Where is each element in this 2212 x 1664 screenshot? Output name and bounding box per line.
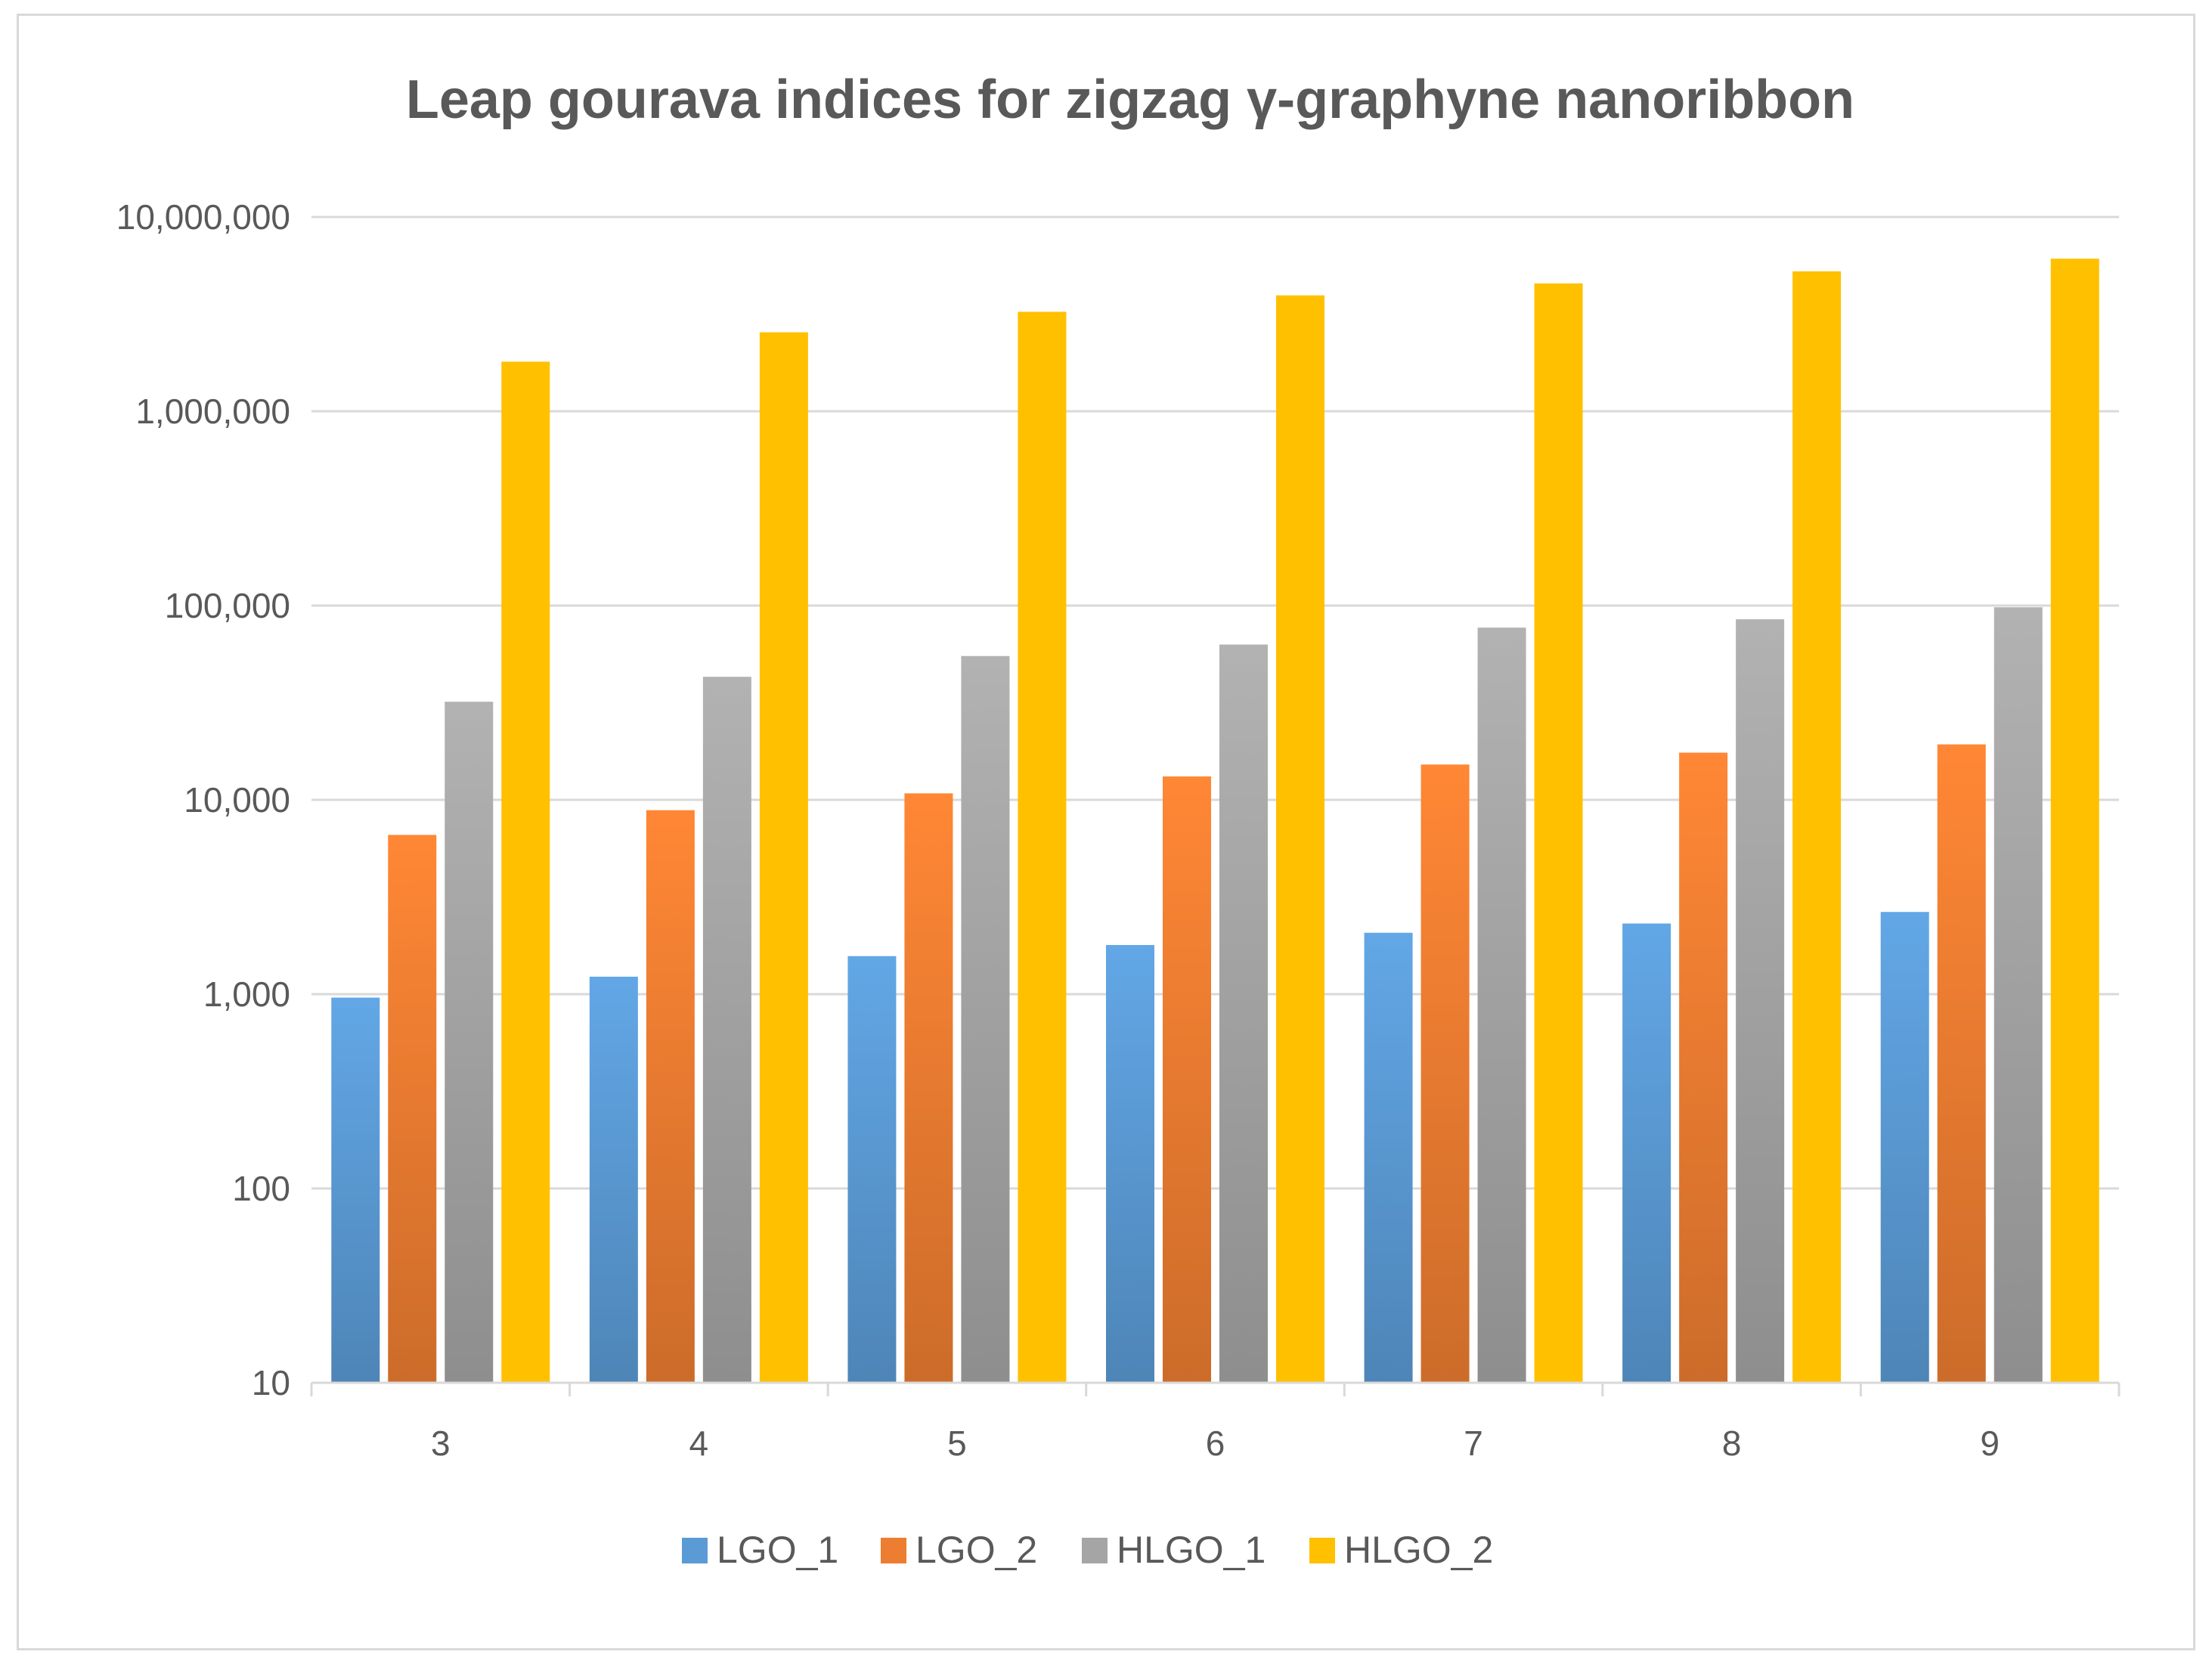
chart-title: Leap gourava indices for zigzag γ-graphy… bbox=[406, 70, 1854, 130]
bar-hlgo-1-5 bbox=[961, 655, 1010, 1383]
x-tick-label: 7 bbox=[1464, 1424, 1483, 1463]
legend-label: HLGO_1 bbox=[1117, 1529, 1266, 1571]
bar-lgo-1-7 bbox=[1364, 932, 1413, 1383]
y-tick-label: 10,000,000 bbox=[116, 197, 290, 237]
y-tick-label: 1,000 bbox=[203, 975, 290, 1014]
x-tick-label: 9 bbox=[1980, 1424, 2000, 1463]
bar-hlgo-1-4 bbox=[702, 677, 751, 1383]
bar-lgo-2-8 bbox=[1679, 752, 1728, 1383]
legend-swatch-hlgo-1 bbox=[1082, 1538, 1108, 1563]
bar-lgo-1-9 bbox=[1880, 912, 1929, 1383]
y-tick-label: 10,000 bbox=[184, 780, 290, 820]
bar-lgo-1-5 bbox=[847, 956, 897, 1383]
legend-label: HLGO_2 bbox=[1344, 1529, 1493, 1571]
bar-lgo-2-3 bbox=[388, 835, 437, 1383]
bar-lgo-2-4 bbox=[646, 810, 695, 1383]
bar-lgo-2-9 bbox=[1937, 744, 1986, 1383]
bar-hlgo-1-8 bbox=[1736, 619, 1785, 1383]
y-axis: 10 100 1,000 10,000 100,000 1,000,000 10,000,0… bbox=[116, 197, 290, 1402]
legend-swatch-lgo-1 bbox=[682, 1538, 708, 1563]
bar-lgo-2-6 bbox=[1163, 776, 1211, 1383]
bar-hlgo-1-6 bbox=[1219, 644, 1268, 1383]
bar-hlgo-2-8 bbox=[1792, 271, 1842, 1383]
chart: Leap gourava indices for zigzag γ-graphy… bbox=[116, 70, 2121, 1571]
bar-lgo-2-7 bbox=[1420, 764, 1470, 1383]
bar-hlgo-2-3 bbox=[501, 361, 550, 1383]
legend-swatch-hlgo-2 bbox=[1309, 1538, 1335, 1563]
y-tick-label: 10 bbox=[252, 1363, 290, 1402]
bar-lgo-1-4 bbox=[589, 976, 638, 1383]
bar-lgo-1-3 bbox=[331, 997, 380, 1383]
legend-label: LGO_2 bbox=[915, 1529, 1037, 1571]
bar-hlgo-2-7 bbox=[1534, 283, 1583, 1383]
bar-hlgo-2-6 bbox=[1276, 295, 1324, 1383]
x-tick-label: 4 bbox=[689, 1424, 709, 1463]
legend: LGO_1 LGO_2 HLGO_1 HLGO_2 bbox=[682, 1529, 1493, 1571]
bars bbox=[331, 259, 2099, 1384]
y-tick-label: 100 bbox=[232, 1169, 290, 1208]
bar-lgo-2-5 bbox=[904, 793, 953, 1383]
gridlines bbox=[311, 215, 2119, 1190]
x-tick-label: 8 bbox=[1722, 1424, 1742, 1463]
bar-lgo-1-8 bbox=[1622, 923, 1671, 1383]
x-tick-label: 5 bbox=[947, 1424, 967, 1463]
bar-hlgo-1-7 bbox=[1477, 627, 1526, 1383]
x-tick-labels: 3 4 5 6 7 8 9 bbox=[431, 1424, 2000, 1463]
x-axis bbox=[310, 1381, 2121, 1396]
bar-hlgo-2-9 bbox=[2050, 259, 2099, 1384]
bar-hlgo-1-3 bbox=[445, 702, 494, 1383]
bar-hlgo-1-9 bbox=[1994, 607, 2043, 1383]
legend-label: LGO_1 bbox=[717, 1529, 838, 1571]
bar-hlgo-2-5 bbox=[1018, 311, 1067, 1383]
y-tick-label: 1,000,000 bbox=[135, 392, 290, 431]
x-tick-label: 6 bbox=[1206, 1424, 1225, 1463]
y-tick-label: 100,000 bbox=[165, 586, 290, 625]
x-tick-label: 3 bbox=[431, 1424, 451, 1463]
bar-hlgo-2-4 bbox=[759, 332, 808, 1383]
legend-swatch-lgo-2 bbox=[881, 1538, 906, 1563]
chart-frame: Leap gourava indices for zigzag γ-graphy… bbox=[17, 14, 2195, 1650]
bar-lgo-1-6 bbox=[1106, 945, 1154, 1383]
